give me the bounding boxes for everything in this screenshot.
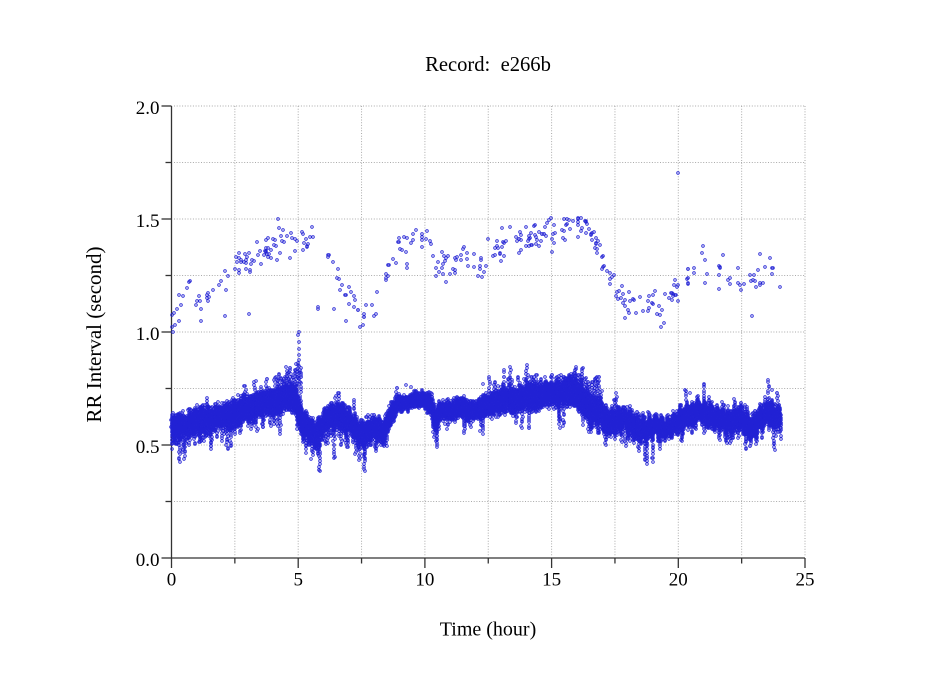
svg-text:2.0: 2.0	[136, 98, 160, 119]
svg-text:0.0: 0.0	[136, 550, 160, 571]
svg-text:20: 20	[669, 570, 688, 591]
svg-text:0.5: 0.5	[136, 437, 160, 458]
svg-text:0: 0	[167, 570, 177, 591]
svg-text:5: 5	[293, 570, 303, 591]
svg-text:RR Interval (second): RR Interval (second)	[82, 246, 106, 422]
svg-text:1.5: 1.5	[136, 211, 160, 232]
svg-text:25: 25	[796, 570, 815, 591]
svg-text:Record: e266b: Record: e266b	[425, 54, 551, 76]
svg-text:1.0: 1.0	[136, 324, 160, 345]
svg-text:Time (hour): Time (hour)	[440, 619, 536, 641]
svg-text:15: 15	[542, 570, 561, 591]
svg-text:10: 10	[415, 570, 434, 591]
